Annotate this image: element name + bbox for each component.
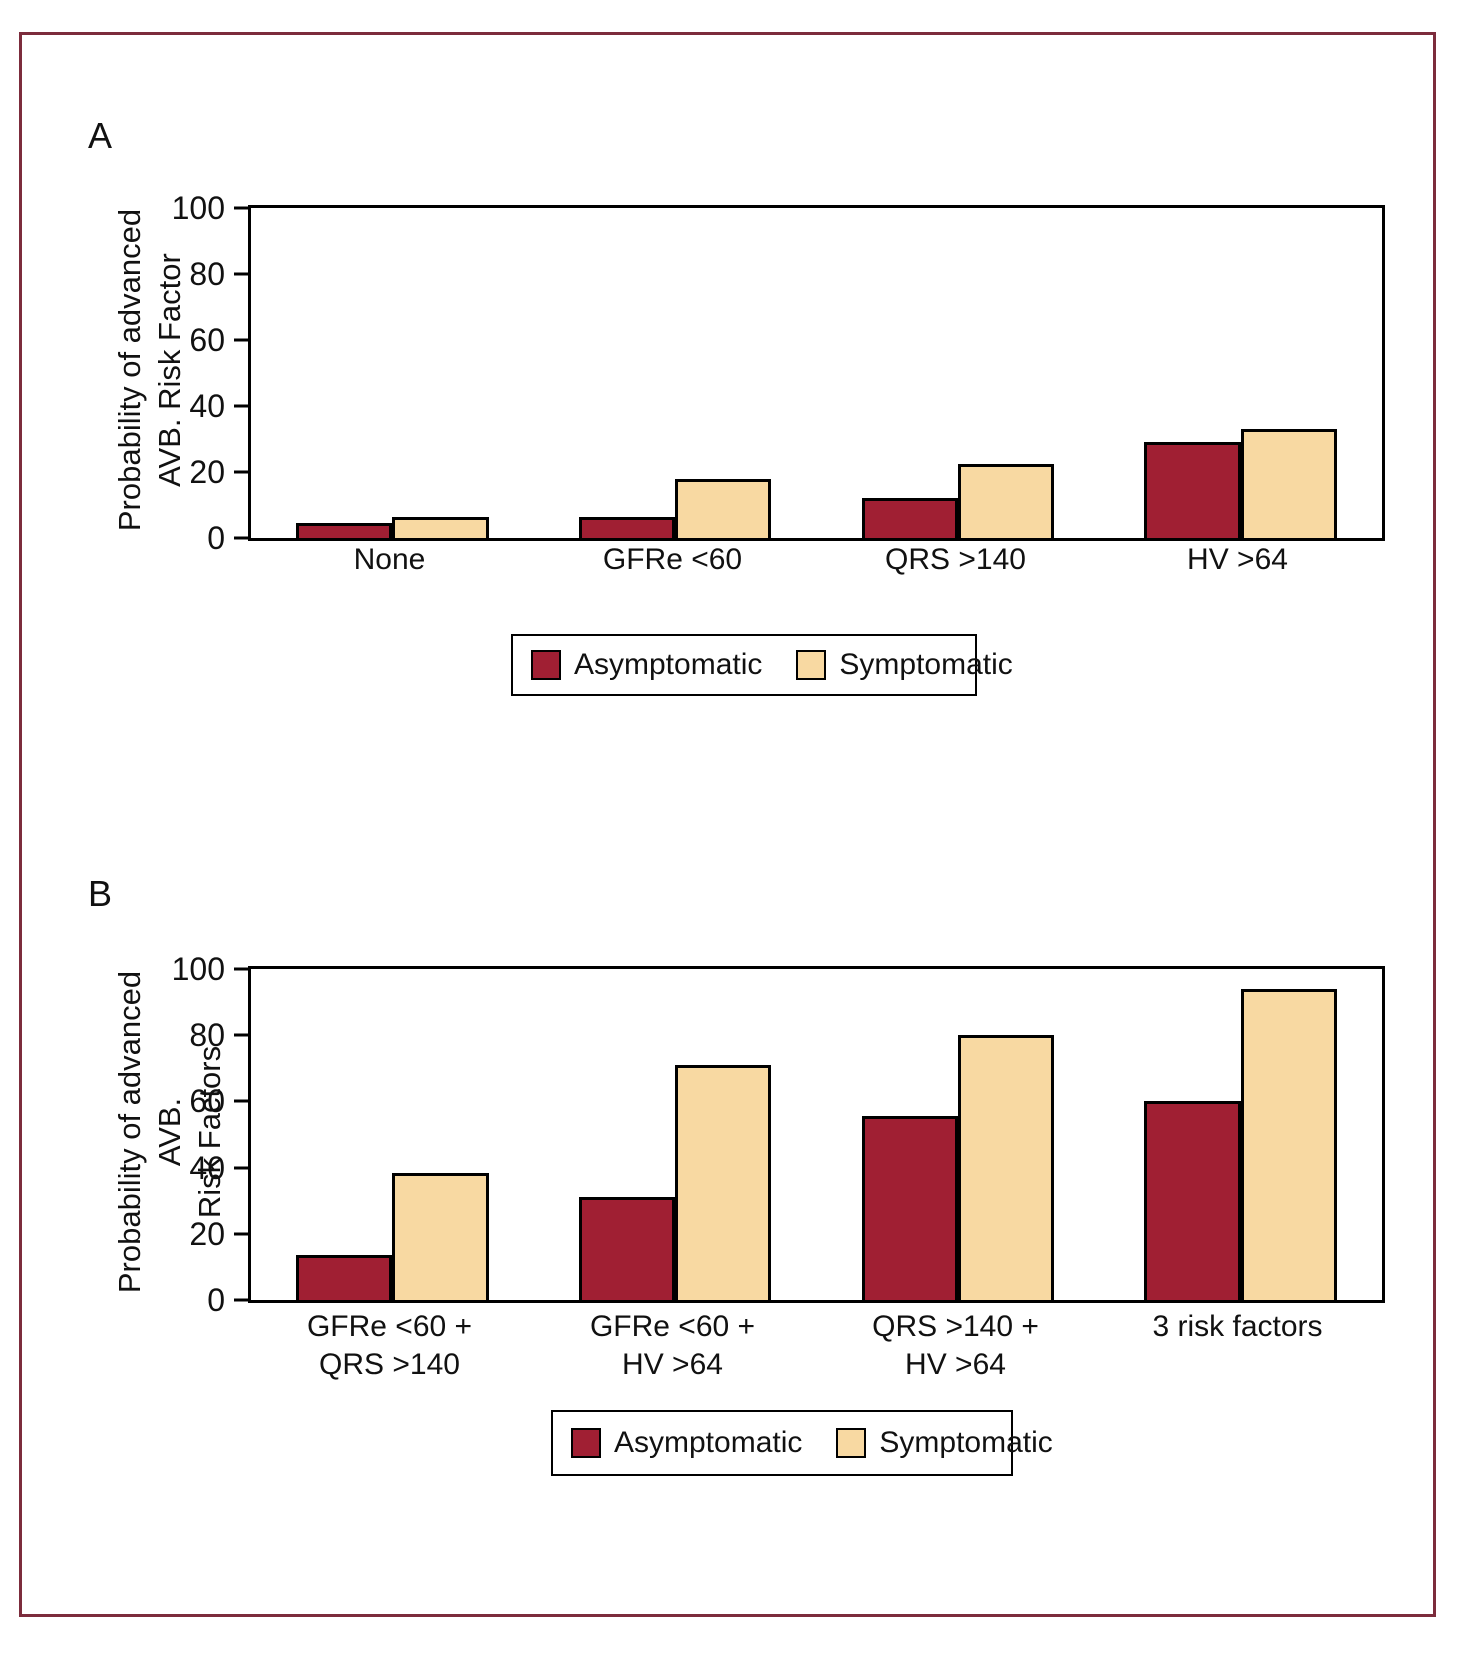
y-tick-mark — [234, 1099, 249, 1103]
bar-asymptomatic — [296, 1255, 393, 1300]
bar-symptomatic — [957, 463, 1054, 538]
bar-symptomatic — [675, 1065, 772, 1300]
bar-symptomatic — [1240, 988, 1337, 1300]
bar-group-qrs — [817, 208, 1100, 538]
y-tick-mark — [234, 404, 249, 408]
bar-group-gfre-hv — [534, 969, 817, 1300]
bar-group-3-risk-factors — [1099, 969, 1382, 1300]
bar-symptomatic — [1240, 429, 1337, 538]
bar-asymptomatic — [578, 516, 676, 538]
bar-asymptomatic — [861, 1116, 958, 1300]
panel-b-legend: Asymptomatic Symptomatic — [551, 1410, 1053, 1476]
symptomatic-legend-label: Symptomatic — [839, 648, 1013, 681]
x-category-label: GFRe <60 — [602, 543, 743, 576]
bar-symptomatic — [392, 516, 489, 538]
bar-group-qrs-hv — [817, 969, 1100, 1300]
x-category-label: HV >64 — [1187, 543, 1288, 576]
panel-b-letter: B — [88, 873, 113, 914]
y-tick-mark — [234, 338, 249, 342]
y-tick-mark — [234, 272, 249, 276]
bar-symptomatic — [392, 1172, 489, 1300]
y-tick-label: 20 — [189, 454, 225, 490]
symptomatic-legend-swatch — [796, 650, 827, 680]
asymptomatic-legend-swatch — [531, 650, 561, 680]
y-tick-label: 80 — [189, 256, 225, 292]
y-tick-mark — [234, 1033, 249, 1037]
bar-group-gfre — [534, 208, 817, 538]
y-tick-label: 40 — [189, 388, 225, 424]
panel-a-y-axis-title: Probability of advanced AVB. Risk Factor — [112, 208, 187, 532]
asymptomatic-legend-label: Asymptomatic — [614, 1426, 803, 1459]
bar-group-hv — [1099, 208, 1382, 538]
panel-a-plot-area: 100 80 60 40 20 0 — [172, 192, 1385, 554]
y-tick-label: 100 — [171, 190, 225, 226]
bar-asymptomatic — [1144, 1101, 1241, 1300]
y-tick-label: 20 — [189, 1215, 225, 1252]
x-category-label: QRS >140 — [885, 543, 1026, 576]
y-tick-mark — [234, 470, 249, 474]
bar-symptomatic — [957, 1035, 1054, 1300]
bar-asymptomatic — [1144, 442, 1241, 538]
y-tick-label: 0 — [207, 1282, 225, 1318]
bar-symptomatic — [675, 478, 772, 538]
y-tick-mark — [234, 1232, 249, 1236]
panel-a-legend: Asymptomatic Symptomatic — [511, 634, 1013, 696]
symptomatic-legend-swatch — [836, 1428, 867, 1458]
symptomatic-legend-label: Symptomatic — [879, 1426, 1053, 1459]
y-tick-label: 60 — [189, 322, 225, 358]
bar-asymptomatic — [578, 1197, 676, 1300]
panel-b-plot-area: 100 80 60 40 20 0 — [172, 953, 1385, 1316]
x-category-label: GFRe <60 + HV >64 — [589, 1310, 756, 1381]
y-tick-label: 40 — [189, 1149, 225, 1186]
x-category-label: QRS >140 + HV >64 — [872, 1310, 1039, 1381]
x-category-label: None — [353, 543, 426, 576]
y-tick-label: 80 — [189, 1017, 225, 1054]
panel-a-letter: A — [88, 115, 113, 156]
y-tick-mark — [234, 1298, 249, 1302]
panel-b-y-axis-title: Probability of advanced AVB. Risk Factor… — [112, 970, 227, 1294]
y-tick-mark — [234, 1166, 249, 1170]
x-category-label: GFRe <60 + QRS >140 — [306, 1310, 473, 1381]
y-tick-mark — [234, 536, 249, 540]
y-tick-mark — [234, 967, 249, 971]
y-tick-label: 0 — [207, 520, 225, 556]
y-tick-label: 60 — [189, 1083, 225, 1120]
bar-asymptomatic — [296, 523, 393, 538]
y-tick-mark — [234, 206, 249, 210]
y-tick-label: 100 — [171, 951, 225, 987]
x-category-label: 3 risk factors — [1152, 1310, 1323, 1343]
bar-group-gfre-qrs — [251, 969, 534, 1300]
asymptomatic-legend-swatch — [571, 1428, 601, 1458]
bar-group-none — [251, 208, 534, 538]
asymptomatic-legend-label: Asymptomatic — [574, 648, 763, 681]
bar-asymptomatic — [861, 498, 958, 538]
